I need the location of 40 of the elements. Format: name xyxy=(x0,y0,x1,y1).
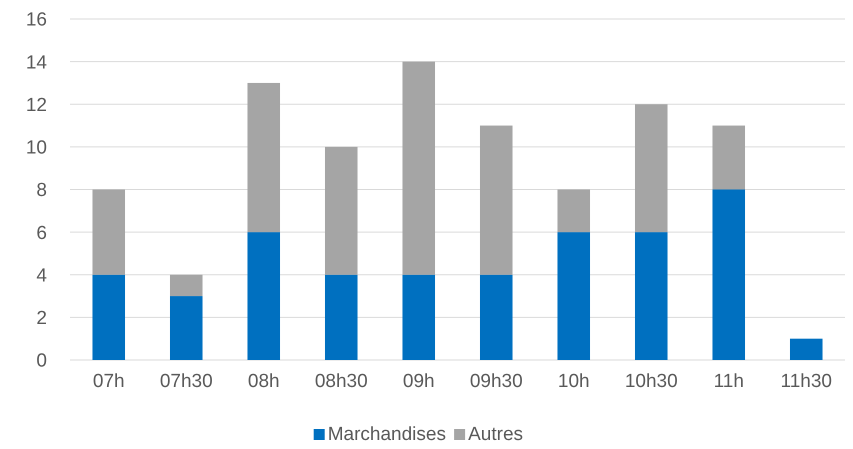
y-tick-label: 16 xyxy=(26,10,47,31)
y-tick-label: 2 xyxy=(36,308,47,330)
bar xyxy=(92,274,126,360)
x-tick-label: 10h30 xyxy=(624,371,678,392)
y-tick-label: 0 xyxy=(36,350,47,372)
bar xyxy=(402,62,436,275)
bar xyxy=(480,274,513,360)
y-tick-label: 10 xyxy=(26,138,47,159)
y-tick-label: 6 xyxy=(36,222,47,244)
bar xyxy=(557,232,590,360)
bar xyxy=(247,232,280,360)
x-tick-label: 10h xyxy=(558,371,590,392)
x-tick-label: 08h30 xyxy=(314,371,368,392)
x-tick-label: 09h30 xyxy=(470,371,523,392)
x-tick-label: 09h xyxy=(402,371,435,392)
x-tick-label: 11h30 xyxy=(780,371,832,392)
legend-label: Marchandises xyxy=(328,424,446,445)
bar xyxy=(247,82,280,232)
bar xyxy=(402,274,436,360)
bar xyxy=(92,190,126,275)
bar xyxy=(170,296,203,360)
bar xyxy=(480,126,513,275)
legend-label: Autres xyxy=(468,424,524,445)
bar xyxy=(324,274,358,360)
bar xyxy=(712,126,746,190)
y-tick-label: 4 xyxy=(36,265,48,286)
x-tick-label: 07h xyxy=(92,371,125,392)
y-tick-label: 14 xyxy=(26,52,48,74)
x-tick-label: 07h30 xyxy=(160,371,213,392)
bar xyxy=(557,190,590,232)
bar xyxy=(634,104,668,232)
x-tick-label: 11h xyxy=(714,371,744,392)
bar xyxy=(170,274,203,296)
bar xyxy=(324,146,358,275)
bar xyxy=(634,232,668,360)
bar xyxy=(790,338,823,360)
bar xyxy=(712,190,746,360)
x-tick-label: 08h xyxy=(248,371,280,392)
y-tick-label: 8 xyxy=(36,180,47,202)
y-tick-label: 12 xyxy=(26,94,47,116)
